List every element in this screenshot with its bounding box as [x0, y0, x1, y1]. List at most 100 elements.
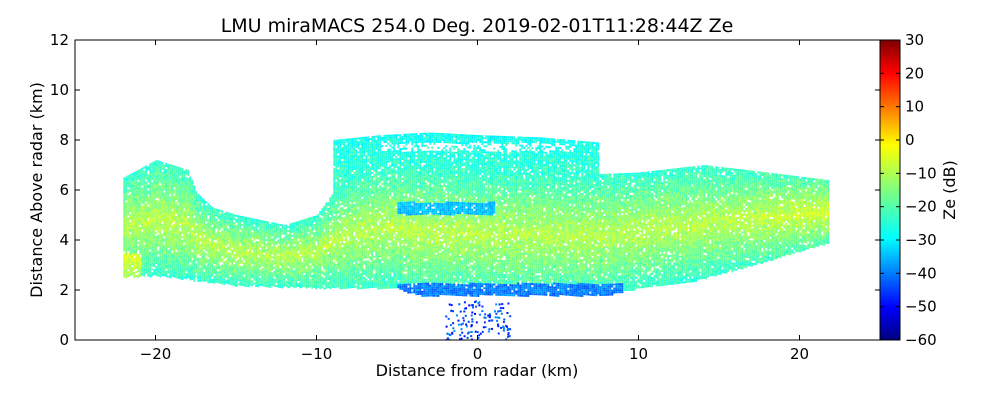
reflectivity-cell [235, 279, 237, 281]
reflectivity-cell [135, 227, 137, 229]
reflectivity-cell [149, 205, 151, 207]
reflectivity-cell [191, 278, 193, 280]
reflectivity-cell [139, 199, 141, 201]
reflectivity-cell [133, 220, 135, 222]
reflectivity-cell [179, 273, 181, 275]
reflectivity-cell [151, 252, 153, 254]
reflectivity-cell [227, 264, 229, 266]
reflectivity-cell [245, 259, 247, 261]
reflectivity-cell [237, 273, 239, 275]
reflectivity-cell [259, 228, 261, 230]
reflectivity-cell [247, 231, 249, 233]
reflectivity-cell [183, 245, 185, 247]
reflectivity-cell [135, 253, 137, 255]
reflectivity-cell [159, 251, 161, 253]
reflectivity-cell [191, 254, 193, 256]
reflectivity-cell [127, 259, 129, 261]
reflectivity-cell [135, 177, 137, 179]
reflectivity-cell [123, 210, 125, 212]
reflectivity-cell [149, 197, 151, 199]
reflectivity-cell [145, 210, 147, 212]
reflectivity-cell [187, 224, 189, 226]
reflectivity-cell [147, 209, 149, 211]
reflectivity-cell [139, 265, 141, 267]
reflectivity-cell [169, 262, 171, 264]
reflectivity-cell [157, 243, 159, 245]
reflectivity-cell [173, 184, 175, 186]
reflectivity-cell [137, 192, 139, 194]
reflectivity-cell [143, 207, 145, 209]
reflectivity-cell [207, 229, 209, 231]
reflectivity-cell [209, 229, 211, 231]
reflectivity-cell [203, 234, 205, 236]
reflectivity-cell [147, 175, 149, 177]
reflectivity-cell [163, 218, 165, 220]
reflectivity-cell [149, 163, 151, 165]
reflectivity-cell [233, 258, 235, 260]
reflectivity-cell [247, 225, 249, 227]
reflectivity-cell [173, 260, 175, 262]
reflectivity-cell [221, 248, 223, 250]
reflectivity-cell [239, 284, 241, 286]
reflectivity-cell [179, 233, 181, 235]
reflectivity-cell [227, 212, 229, 214]
reflectivity-cell [255, 233, 257, 235]
reflectivity-cell [145, 170, 147, 172]
reflectivity-cell [163, 200, 165, 202]
reflectivity-cell [169, 210, 171, 212]
reflectivity-cell [167, 222, 169, 224]
reflectivity-cell [141, 194, 143, 196]
reflectivity-cell [221, 222, 223, 224]
reflectivity-cell [169, 232, 171, 234]
reflectivity-cell [179, 237, 181, 239]
reflectivity-cell [193, 264, 195, 266]
reflectivity-cell [253, 265, 255, 267]
reflectivity-cell [135, 181, 137, 183]
reflectivity-cell [223, 247, 225, 249]
reflectivity-cell [139, 253, 141, 255]
reflectivity-cell [265, 249, 267, 251]
reflectivity-cell [229, 215, 231, 217]
reflectivity-cell [137, 246, 139, 248]
reflectivity-cell [157, 275, 159, 277]
reflectivity-cell [179, 169, 181, 171]
reflectivity-cell [131, 235, 133, 237]
reflectivity-cell [175, 190, 177, 192]
reflectivity-cell [127, 185, 129, 187]
reflectivity-cell [217, 209, 219, 211]
reflectivity-cell [173, 242, 175, 244]
reflectivity-cell [211, 257, 213, 259]
reflectivity-cell [143, 257, 145, 259]
reflectivity-cell [143, 223, 145, 225]
reflectivity-cell [181, 184, 183, 186]
reflectivity-cell [251, 232, 253, 234]
reflectivity-cell [189, 181, 191, 183]
reflectivity-cell [149, 221, 151, 223]
reflectivity-cell [167, 208, 169, 210]
reflectivity-cell [187, 208, 189, 210]
reflectivity-cell [205, 239, 207, 241]
reflectivity-cell [193, 262, 195, 264]
reflectivity-cell [167, 258, 169, 260]
reflectivity-cell [225, 222, 227, 224]
reflectivity-cell [263, 261, 265, 263]
reflectivity-cell [141, 196, 143, 198]
reflectivity-cell [253, 267, 255, 269]
reflectivity-cell [163, 184, 165, 186]
reflectivity-cell [215, 221, 217, 223]
reflectivity-cell [151, 210, 153, 212]
reflectivity-cell [183, 213, 185, 215]
reflectivity-cell [205, 219, 207, 221]
reflectivity-cell [137, 270, 139, 272]
reflectivity-cell [163, 206, 165, 208]
reflectivity-cell [265, 273, 267, 275]
reflectivity-cell [199, 240, 201, 242]
reflectivity-cell [153, 239, 155, 241]
reflectivity-cell [133, 248, 135, 250]
reflectivity-cell [185, 233, 187, 235]
reflectivity-cell [189, 205, 191, 207]
reflectivity-cell [223, 243, 225, 245]
reflectivity-cell [129, 228, 131, 230]
reflectivity-cell [151, 254, 153, 256]
reflectivity-cell [161, 242, 163, 244]
